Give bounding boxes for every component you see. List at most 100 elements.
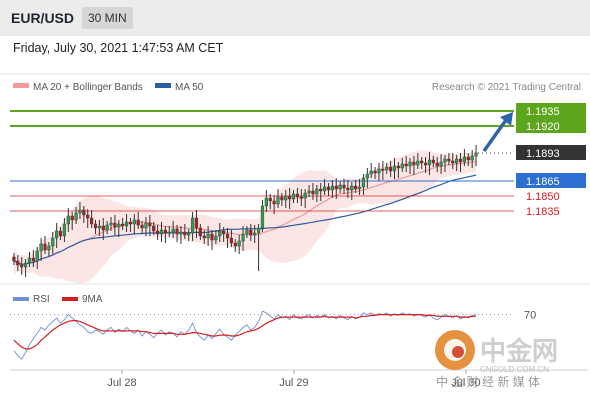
ma20-line: [13, 160, 477, 265]
credit-text: Research © 2021 Trading Central: [432, 82, 581, 93]
candle-body: [354, 185, 358, 190]
candle-body: [74, 212, 78, 221]
candle-body: [423, 162, 428, 166]
title-bar: EUR/USD 30 MIN: [0, 0, 590, 36]
currency-pair-title: EUR/USD: [11, 10, 75, 26]
candle-body: [400, 163, 404, 169]
candle-body: [12, 256, 16, 262]
candle-body: [357, 186, 362, 190]
candle-body: [187, 232, 191, 236]
candle-body: [241, 233, 245, 242]
candle-body: [334, 185, 338, 190]
candle-body: [474, 152, 478, 157]
candle-body: [408, 161, 412, 167]
candle-body: [416, 160, 420, 166]
timestamp: Friday, July 30, 2021 1:47:53 AM CET: [13, 41, 224, 55]
candle-body: [35, 250, 39, 262]
candle-body: [218, 230, 222, 237]
candle-body: [338, 184, 342, 190]
candle-body: [256, 227, 261, 234]
candle-body: [237, 240, 241, 247]
candle-body: [470, 155, 474, 161]
candle-body: [171, 228, 175, 233]
candle-body: [97, 225, 101, 229]
candle-body: [455, 158, 459, 164]
candle-body: [385, 166, 389, 171]
candle-body: [93, 223, 98, 229]
candle-body: [23, 262, 28, 268]
candle-body: [431, 159, 435, 164]
candle-body: [167, 231, 171, 234]
candle-body: [175, 228, 179, 235]
candle-body: [179, 231, 183, 235]
candle-body: [78, 209, 82, 214]
candle-body: [315, 188, 319, 195]
candle-body: [272, 200, 276, 205]
level-label-1.1850: 1.1850: [526, 191, 560, 203]
candle-body: [412, 161, 416, 166]
candle-body: [198, 227, 202, 237]
ma50-legend-label: MA 50: [175, 82, 204, 93]
candle-body: [439, 161, 443, 167]
candle-body: [346, 187, 350, 191]
candle-body: [214, 235, 218, 241]
candle-body: [361, 177, 366, 188]
candle-body: [105, 224, 109, 231]
candle-body: [288, 195, 292, 200]
candle-body: [113, 222, 117, 228]
candle-body: [389, 166, 393, 172]
candle-body: [39, 243, 43, 252]
candle-body: [194, 217, 199, 229]
bollinger-band-area: [13, 150, 477, 284]
level-label-1.1935: 1.1935: [526, 106, 560, 118]
x-tick-label: Jul 29: [279, 377, 308, 389]
candle-body: [342, 184, 346, 189]
candle-body: [299, 196, 303, 199]
candle-body: [47, 245, 51, 251]
candle-body: [295, 193, 300, 198]
level-label-1.1835: 1.1835: [526, 206, 560, 218]
candle-body: [291, 193, 296, 200]
candle-body: [136, 219, 140, 226]
candle-body: [264, 197, 268, 207]
candle-body: [156, 230, 160, 235]
candle-body: [311, 190, 315, 195]
ma9-legend-swatch: [62, 297, 78, 301]
candle-body: [86, 214, 90, 219]
candle-body: [202, 235, 206, 239]
rsi-legend-swatch: [13, 297, 29, 301]
timeframe-badge[interactable]: 30 MIN: [82, 7, 133, 29]
candle-body: [229, 237, 234, 244]
candle-body: [458, 158, 463, 163]
ma50-legend-swatch: [155, 83, 171, 88]
candle-body: [233, 242, 237, 247]
candlesticks: [12, 145, 478, 277]
candle-body: [82, 209, 86, 216]
candle-body: [140, 224, 144, 229]
candle-body: [159, 229, 164, 235]
candle-body: [55, 230, 59, 239]
candle-body: [124, 221, 129, 227]
candle-body: [396, 165, 400, 169]
rsi-panel: 70: [10, 310, 536, 360]
candle-body: [31, 257, 35, 262]
forecast-arrow-shaft: [482, 118, 508, 153]
candle-body: [128, 221, 133, 225]
level-tag-1.1935: [516, 103, 586, 118]
candle-body: [260, 205, 265, 229]
candle-body: [253, 232, 257, 236]
candle-body: [101, 225, 105, 231]
ma20-legend-label: MA 20 + Bollinger Bands: [33, 82, 143, 93]
candle-body: [323, 186, 327, 192]
ma20-legend-swatch: [13, 83, 29, 88]
rsi-series-9MA: [13, 314, 477, 350]
candle-body: [350, 185, 354, 191]
level-label-1.1920: 1.1920: [526, 121, 560, 133]
rsi-level-70-label: 70: [524, 310, 536, 322]
candle-body: [27, 257, 32, 264]
ma9-legend-label: 9MA: [82, 294, 103, 305]
candle-body: [462, 156, 467, 163]
candle-body: [319, 188, 323, 192]
candle-body: [330, 185, 334, 191]
